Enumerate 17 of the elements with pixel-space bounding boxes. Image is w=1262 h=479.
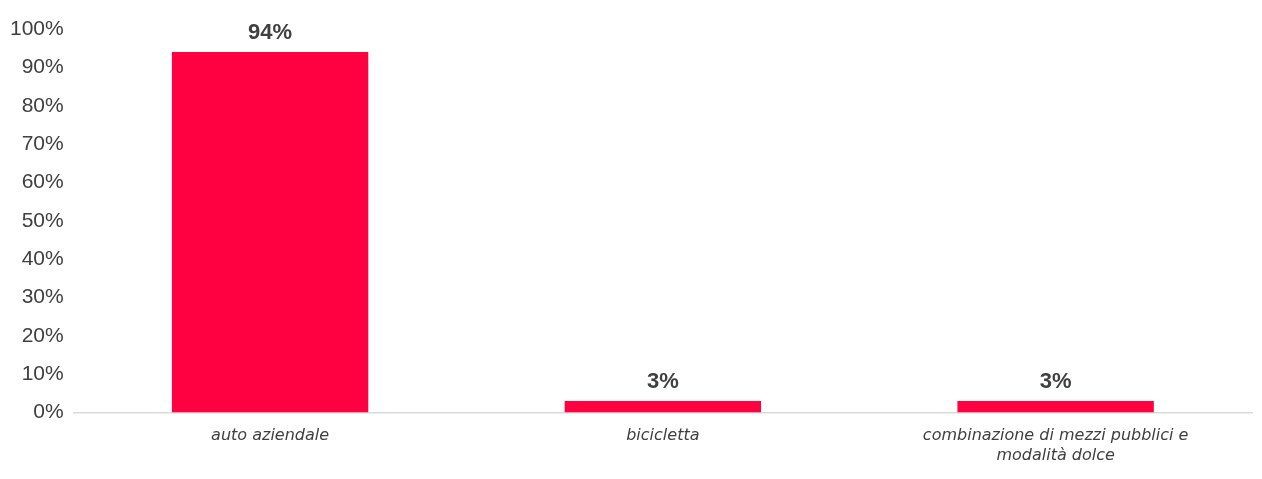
data-label: 3%	[1039, 368, 1072, 394]
x-tick-label: combinazione di mezzi pubblici e modalità dolce	[922, 425, 1189, 464]
y-tick-label: 100%	[9, 15, 64, 39]
y-tick-label: 70%	[21, 130, 64, 154]
y-tick-label: 50%	[21, 207, 64, 231]
y-tick-label: 40%	[21, 245, 64, 269]
data-label: 3%	[646, 368, 679, 394]
y-tick-label: 0%	[33, 399, 64, 423]
y-tick-label: 20%	[21, 322, 64, 346]
data-label: 94%	[248, 19, 293, 45]
x-tick-label: bicicletta	[626, 425, 700, 445]
x-tick-label: auto aziendale	[211, 425, 330, 445]
y-tick-label: 80%	[21, 92, 64, 116]
y-tick-label: 10%	[21, 361, 64, 385]
y-tick-label: 30%	[21, 284, 64, 308]
y-tick-label: 90%	[21, 54, 64, 78]
y-tick-label: 60%	[21, 169, 64, 193]
